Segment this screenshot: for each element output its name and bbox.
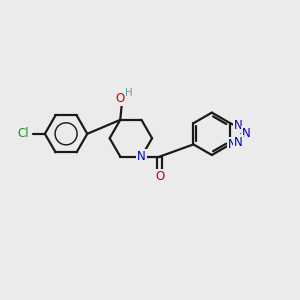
Text: N: N [137,150,146,163]
Text: O: O [116,92,125,105]
Text: H: H [125,88,133,98]
Text: N: N [242,127,250,140]
Text: O: O [155,170,164,183]
Text: N: N [234,136,243,148]
Text: N: N [234,119,243,132]
Text: N: N [228,138,237,151]
Text: Cl: Cl [18,127,29,140]
